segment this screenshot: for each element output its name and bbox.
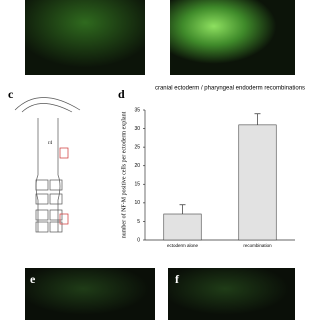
panel-label: c	[8, 87, 14, 101]
panel-label: e	[30, 272, 36, 286]
diagram-label: r4	[48, 141, 53, 146]
y-tick-label: 20	[134, 163, 140, 169]
embryo-sketch	[14, 97, 81, 233]
y-tick-label: 0	[137, 237, 140, 243]
panel-label: f	[175, 272, 180, 286]
y-axis-label: number of NF-M positive cells per ectode…	[120, 111, 127, 238]
micrograph-a	[25, 0, 145, 75]
x-tick-label: ectoderm alone	[167, 243, 199, 248]
error-bar	[179, 204, 186, 214]
y-tick-label: 5	[137, 219, 140, 225]
panel-label: d	[118, 87, 125, 101]
y-tick-label: 15	[134, 182, 140, 188]
micrograph-f	[168, 268, 295, 320]
y-tick-label: 10	[134, 200, 140, 206]
y-tick-label: 35	[134, 107, 140, 113]
x-tick-label: recombination	[243, 243, 272, 248]
error-bar	[254, 113, 261, 125]
bar	[238, 124, 277, 241]
micrograph-e	[25, 268, 155, 320]
y-tick-label: 25	[134, 144, 140, 150]
chart-title: cranial ectoderm / pharyngeal endoderm r…	[155, 86, 305, 92]
y-tick-label: 30	[134, 126, 140, 132]
micrograph-b	[170, 0, 295, 75]
bar	[163, 213, 202, 241]
